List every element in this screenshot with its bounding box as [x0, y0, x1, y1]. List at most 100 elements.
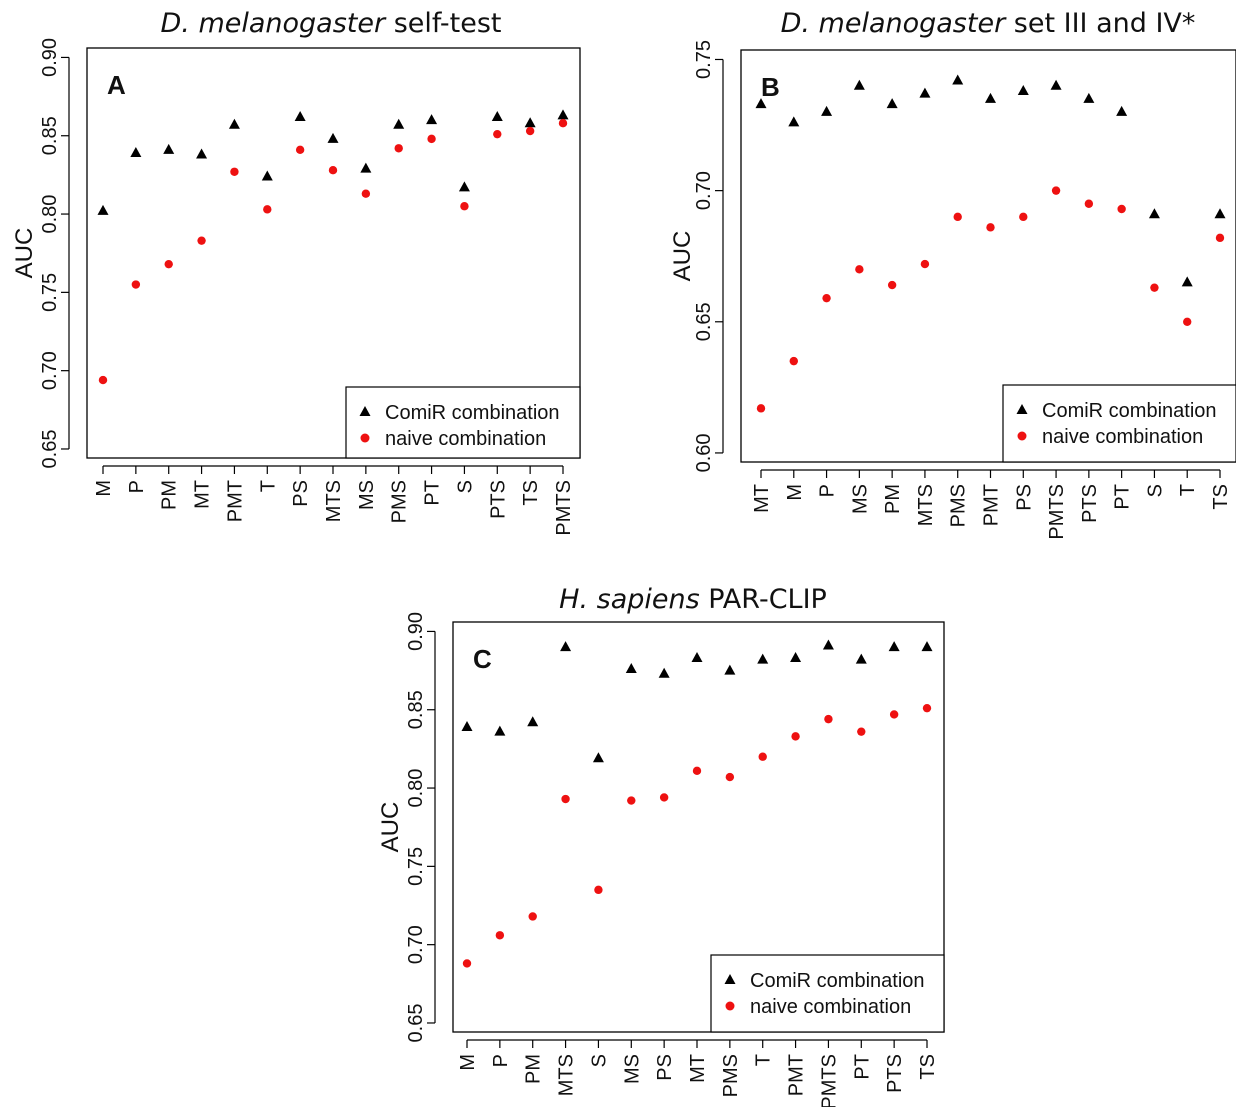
x-tick-label: MTS: [556, 1054, 578, 1096]
comir-point: [853, 79, 865, 90]
naive-point: [98, 375, 108, 385]
naive-point: [197, 236, 206, 245]
naive-point: [920, 259, 930, 269]
y-tick-label: 0.85: [39, 116, 61, 155]
naive-point: [953, 212, 962, 222]
naive-point: [528, 912, 537, 921]
naive-point: [756, 404, 766, 413]
y-axis-label: AUC: [11, 228, 38, 279]
naive-point: [922, 703, 932, 713]
legend-label: ComiR combination: [1042, 400, 1217, 422]
comir-point: [393, 118, 405, 129]
x-tick-label: PMS: [389, 480, 411, 523]
comir-point: [1083, 92, 1095, 103]
x-tick-label: TS: [1210, 484, 1232, 510]
x-tick-label: PM: [523, 1054, 545, 1084]
x-tick-label: PMTS: [818, 1054, 840, 1107]
chart-title-italic: H. sapiens: [559, 584, 700, 615]
chart-title-italic: D. melanogaster: [781, 8, 1007, 39]
naive-point: [857, 727, 866, 736]
comir-point: [625, 663, 637, 674]
x-tick-label: PS: [654, 1054, 676, 1081]
x-tick-label: PMTS: [553, 480, 575, 536]
x-tick-label: PMT: [981, 484, 1003, 526]
comir-point: [855, 653, 867, 664]
naive-point: [495, 931, 505, 940]
chart-title-rest: self-test: [385, 8, 501, 39]
comir-point: [755, 98, 767, 109]
x-tick-label: S: [1144, 484, 1166, 497]
legend: ComiR combination naive combination: [710, 954, 945, 1033]
comir-point: [888, 641, 900, 652]
x-tick-label: PT: [1112, 484, 1134, 510]
legend: ComiR combination naive combination: [345, 386, 581, 459]
comir-point: [788, 116, 800, 127]
legend-label: naive combination: [1042, 426, 1203, 448]
legend-triangle-icon: [359, 406, 371, 416]
x-tick-label: S: [588, 1054, 610, 1067]
x-tick-label: PM: [159, 480, 181, 510]
naive-point: [427, 134, 436, 144]
naive-point: [164, 259, 173, 269]
comir-point: [524, 117, 536, 128]
x-tick-label: T: [753, 1054, 775, 1066]
y-tick-label: 0.75: [693, 40, 715, 79]
comir-point: [1050, 79, 1062, 90]
legend-label: ComiR combination: [750, 970, 925, 992]
panel-letter: B: [761, 72, 780, 102]
naive-point: [295, 145, 305, 155]
naive-point: [1019, 212, 1028, 222]
legend-circle-icon: [360, 433, 370, 443]
legend-triangle-icon: [1016, 404, 1028, 414]
comir-point: [327, 132, 339, 143]
y-tick-label: 0.75: [405, 847, 427, 886]
chart-title-rest: set III and IV*: [1005, 8, 1195, 39]
naive-point: [1150, 283, 1159, 292]
comir-point: [1116, 105, 1128, 116]
naive-point: [791, 732, 800, 741]
x-tick-label: P: [126, 480, 148, 493]
x-tick-label: P: [490, 1054, 512, 1067]
plot-frame: [740, 49, 1236, 463]
comir-point: [822, 639, 834, 650]
x-tick-label: MT: [687, 1054, 709, 1083]
x-tick-label: MTS: [323, 480, 345, 522]
comir-point: [458, 181, 470, 192]
x-tick-label: PMS: [720, 1054, 742, 1097]
plot-frame: [86, 47, 581, 459]
x-tick-label: PTS: [884, 1054, 906, 1093]
panel-letter: A: [107, 70, 126, 100]
y-tick-label: 0.65: [39, 430, 61, 469]
y-tick-label: 0.70: [405, 925, 427, 964]
y-tick-label: 0.65: [693, 302, 715, 341]
comir-point: [557, 109, 569, 120]
comir-point: [426, 114, 438, 125]
comir-point: [228, 118, 240, 129]
naive-point: [986, 223, 995, 232]
naive-point: [493, 129, 502, 139]
comir-point: [724, 664, 736, 675]
naive-point: [230, 167, 239, 176]
x-tick-label: PMS: [948, 484, 970, 527]
comir-point: [163, 143, 175, 154]
chart-title: D. melanogaster set III and IV*: [781, 8, 1196, 39]
x-tick-label: TS: [520, 480, 542, 506]
x-tick-label: MS: [356, 480, 378, 510]
x-tick-label: PMT: [224, 480, 246, 522]
comir-point: [691, 652, 703, 663]
y-tick-label: 0.90: [405, 612, 427, 651]
naive-point: [725, 772, 735, 782]
legend-box: [1002, 384, 1236, 463]
naive-point: [1084, 199, 1094, 208]
x-tick-label: PS: [1013, 484, 1035, 511]
x-tick-label: PTS: [487, 480, 509, 519]
naive-point: [855, 265, 864, 274]
comir-point: [919, 87, 931, 98]
comir-point: [491, 110, 503, 121]
x-tick-label: MT: [751, 484, 773, 513]
x-tick-label: M: [784, 484, 806, 501]
comir-point: [1214, 208, 1226, 219]
naive-point: [1051, 186, 1061, 195]
chart-panel-b: D. melanogaster set III and IV* 0.60 0.65 0…: [669, 8, 1236, 540]
